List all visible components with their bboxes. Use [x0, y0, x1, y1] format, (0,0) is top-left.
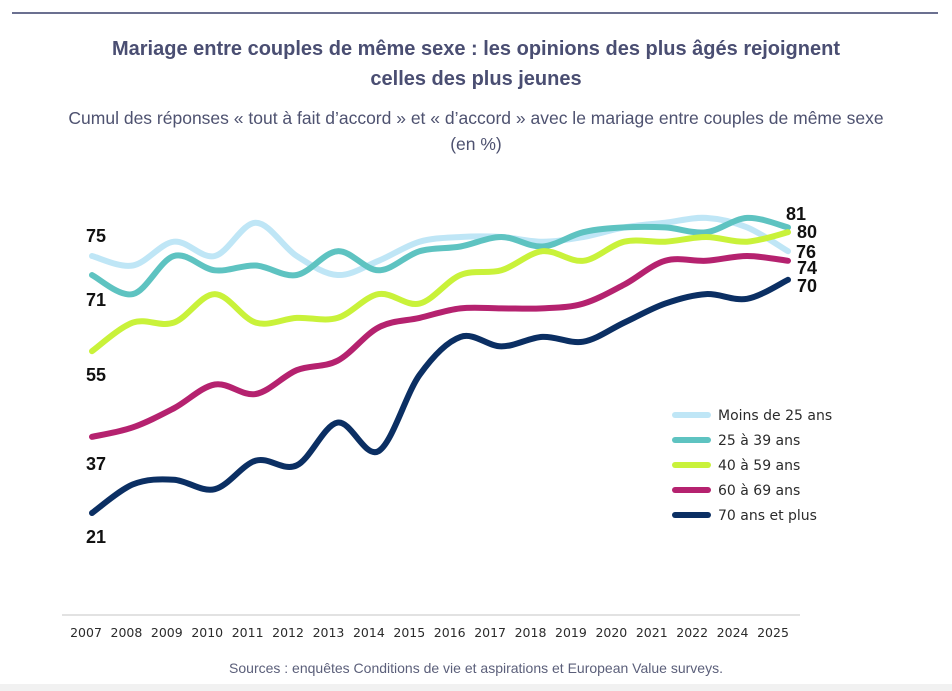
series-line-3 — [89, 253, 791, 440]
chart-title: Mariage entre couples de même sexe : les… — [0, 34, 952, 94]
x-axis-ticks: 2007 2008 2009 2010 2011 2012 2013 2014 2015 2016… — [70, 625, 789, 640]
legend-label: 70 ans et plus — [718, 508, 817, 524]
x-tick-label: 2013 — [313, 625, 345, 640]
x-tick-label: 2021 — [636, 625, 668, 640]
x-tick-label: 2024 — [717, 625, 749, 640]
x-tick-label: 2008 — [111, 625, 143, 640]
legend-label: 40 à 59 ans — [718, 458, 800, 474]
x-tick-label: 2018 — [515, 625, 547, 640]
x-tick-label: 2016 — [434, 625, 466, 640]
start-value-label: 71 — [86, 290, 106, 310]
series-line-1 — [89, 214, 791, 298]
x-tick-label: 2025 — [757, 625, 789, 640]
source-note: Sources : enquêtes Conditions de vie et … — [229, 660, 723, 676]
x-tick-label: 2012 — [272, 625, 304, 640]
legend-item: 40 à 59 ans — [672, 458, 800, 474]
series-line-4 — [89, 276, 791, 516]
legend-item: 60 à 69 ans — [672, 483, 800, 499]
x-tick-label: 2009 — [151, 625, 183, 640]
end-value-label: 80 — [797, 222, 817, 242]
start-value-label: 55 — [86, 365, 106, 385]
top-rule — [12, 12, 938, 14]
chart-subtitle-line-1: Cumul des réponses « tout à fait d’accor… — [68, 108, 884, 128]
end-value-label: 74 — [797, 258, 817, 278]
x-tick-label: 2020 — [595, 625, 627, 640]
start-value-label: 75 — [86, 226, 106, 246]
chart-title-line-2: celles des plus jeunes — [370, 68, 582, 90]
legend-label: 25 à 39 ans — [718, 433, 800, 449]
chart-title-line-1: Mariage entre couples de même sexe : les… — [111, 38, 840, 60]
x-tick-label: 2014 — [353, 625, 385, 640]
series-line-2 — [89, 229, 791, 355]
bottom-band — [0, 684, 952, 691]
chart-subtitle: Cumul des réponses « tout à fait d’accor… — [0, 105, 952, 157]
series-layer — [89, 214, 791, 516]
end-value-label: 76 — [796, 242, 816, 262]
legend-label: 60 à 69 ans — [718, 483, 800, 499]
legend: Moins de 25 ans 25 à 39 ans 40 à 59 ans 60 … — [672, 408, 832, 524]
x-tick-label: 2015 — [393, 625, 425, 640]
x-tick-label: 2007 — [70, 625, 102, 640]
x-tick-label: 2022 — [676, 625, 708, 640]
start-value-label: 37 — [86, 454, 106, 474]
end-value-label: 70 — [797, 276, 817, 296]
chart-subtitle-line-2: (en %) — [450, 134, 502, 154]
x-tick-label: 2017 — [474, 625, 506, 640]
end-value-label: 81 — [786, 204, 806, 224]
series-line-0 — [89, 214, 791, 279]
value-labels: 75 76 71 81 55 80 37 74 21 70 — [86, 204, 817, 547]
legend-label: Moins de 25 ans — [718, 408, 832, 424]
legend-item: 70 ans et plus — [672, 508, 817, 524]
x-tick-label: 2019 — [555, 625, 587, 640]
legend-item: 25 à 39 ans — [672, 433, 800, 449]
x-tick-label: 2010 — [191, 625, 223, 640]
x-tick-label: 2011 — [232, 625, 264, 640]
legend-item: Moins de 25 ans — [672, 408, 832, 424]
start-value-label: 21 — [86, 527, 106, 547]
